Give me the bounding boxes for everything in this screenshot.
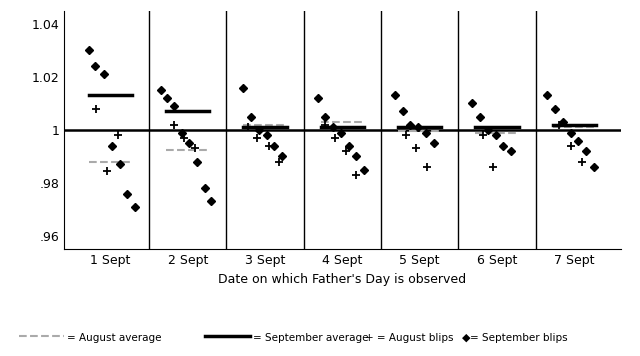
X-axis label: Date on which Father's Day is observed: Date on which Father's Day is observed: [218, 273, 467, 286]
Text: ◆: ◆: [462, 333, 470, 343]
Text: + = August blips: + = August blips: [365, 333, 453, 343]
Text: = August average: = August average: [67, 333, 162, 343]
Text: = September average: = September average: [253, 333, 368, 343]
Text: = September blips: = September blips: [470, 333, 568, 343]
